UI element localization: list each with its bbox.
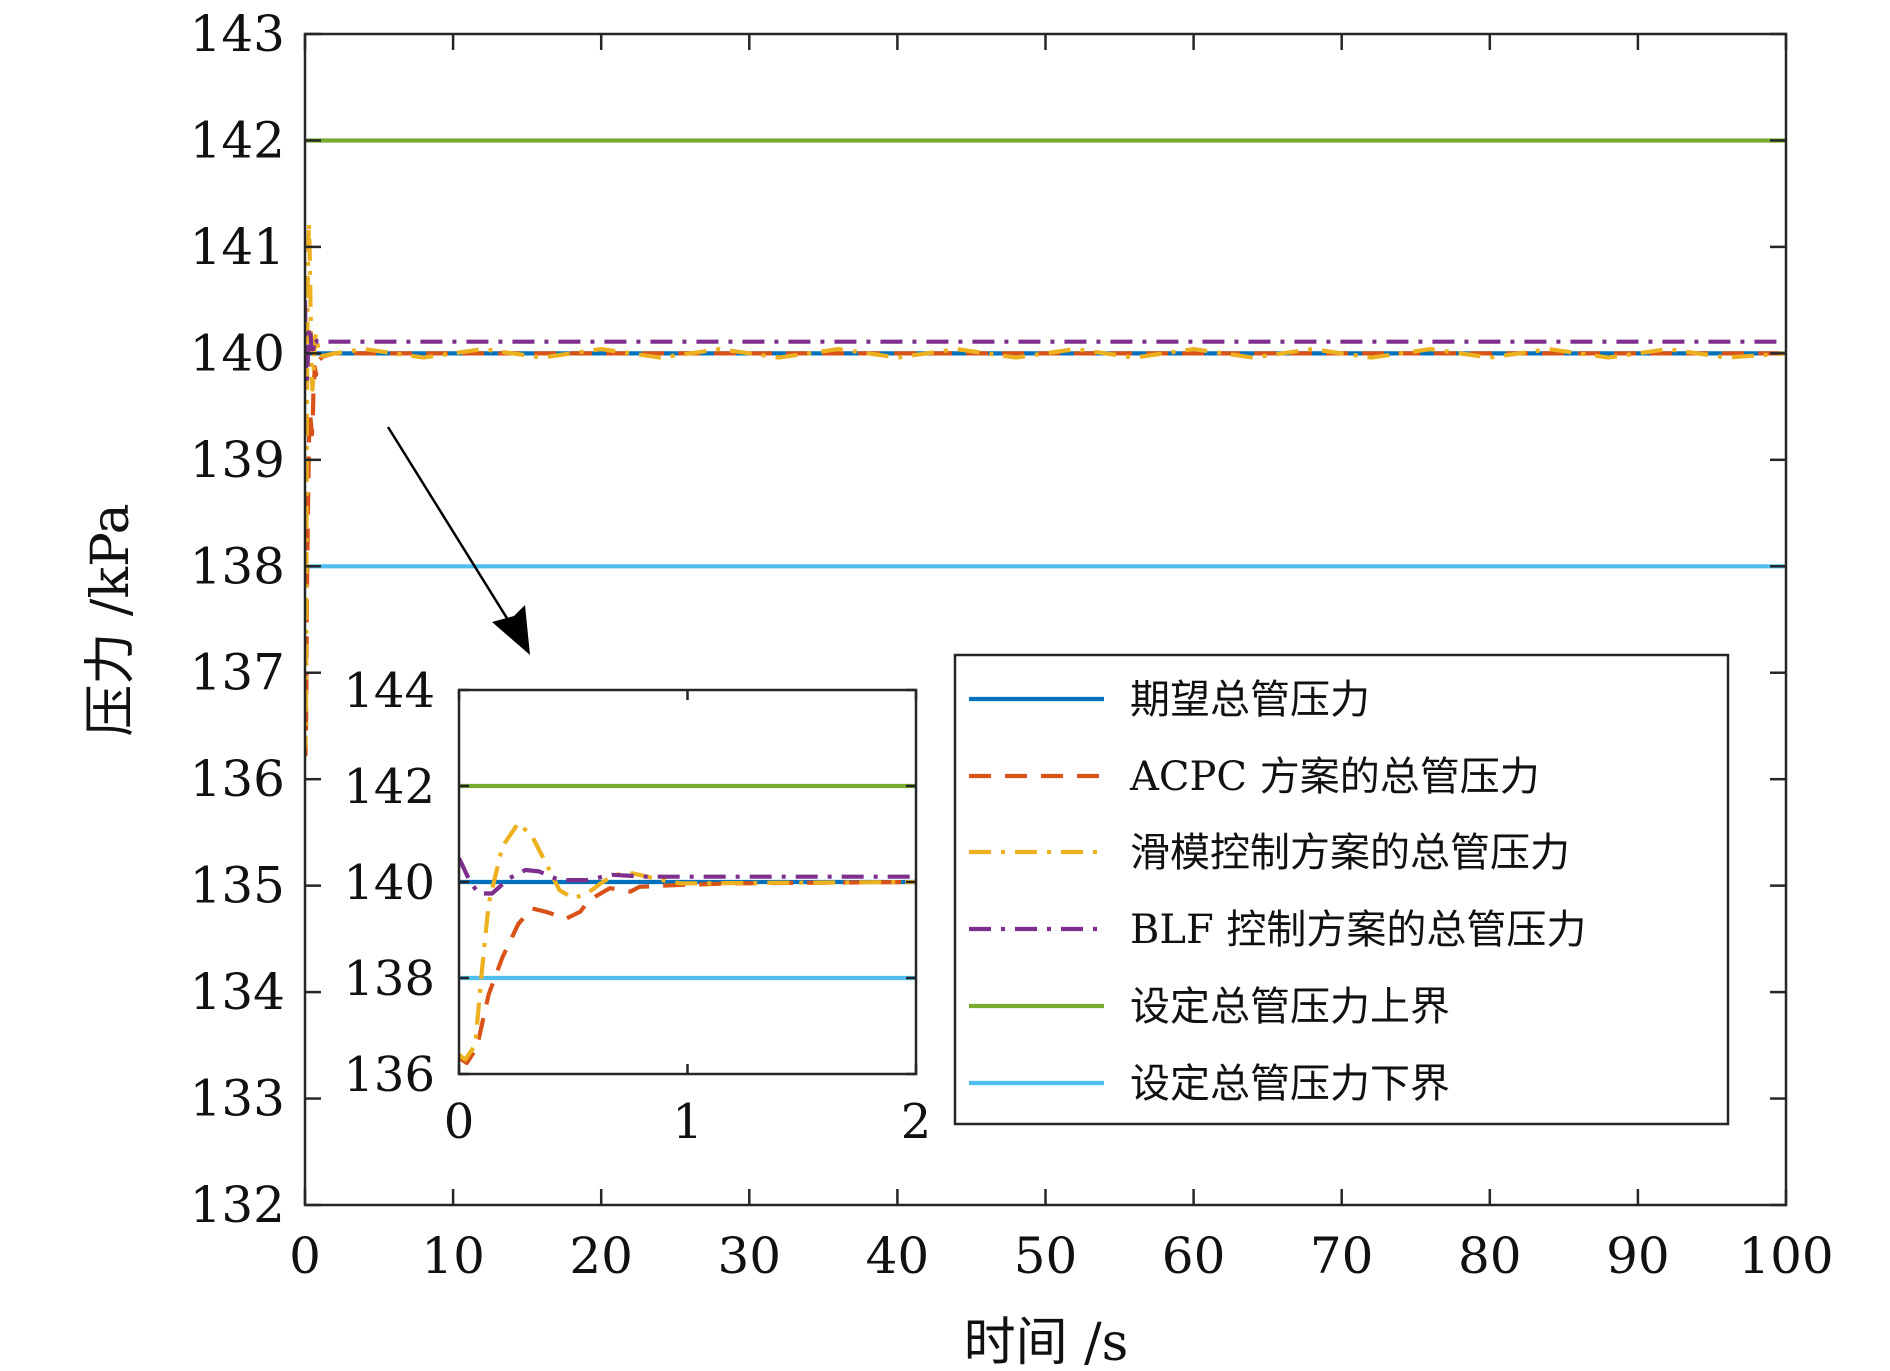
main-y-tick-label: 143 [190, 5, 285, 63]
y-axis-label: 压力 /kPa [81, 503, 141, 736]
inset-x-tick-label: 0 [444, 1094, 475, 1150]
legend-label: BLF 控制方案的总管压力 [1130, 907, 1586, 953]
legend-item: ACPC 方案的总管压力 [969, 754, 1540, 800]
legend-label: ACPC 方案的总管压力 [1129, 754, 1540, 800]
main-y-tick-label: 134 [190, 963, 285, 1021]
main-series-line-3 [305, 300, 1786, 381]
main-y-tick-label: 132 [190, 1176, 285, 1234]
main-y-tick-label: 142 [190, 111, 285, 169]
main-y-tick-label: 140 [190, 324, 285, 382]
main-x-tick-label: 70 [1310, 1227, 1374, 1285]
main-x-tick-label: 0 [289, 1227, 321, 1285]
inset-series-line-1 [459, 879, 916, 1066]
inset-y-tick-label: 140 [343, 855, 435, 911]
inset-x-tick-label: 2 [901, 1094, 932, 1150]
inset-y-tick-label: 144 [343, 663, 435, 719]
main-series-group [305, 138, 1786, 757]
legend-label: 期望总管压力 [1130, 677, 1370, 723]
inset-series-line-3 [459, 857, 916, 896]
legend-box [953, 653, 1730, 1126]
inset-x-tick-label: 1 [672, 1094, 703, 1150]
legend-item: 期望总管压力 [969, 677, 1370, 723]
main-x-tick-label: 100 [1738, 1227, 1833, 1285]
zoom-arrow [386, 426, 530, 655]
legend-item: BLF 控制方案的总管压力 [969, 907, 1586, 953]
legend-label: 滑模控制方案的总管压力 [1130, 830, 1570, 876]
main-series-line-2 [305, 220, 1786, 750]
main-y-tick-label: 141 [190, 218, 285, 276]
inset-plot: 0 1 2 136 138 140 142 144 [343, 663, 932, 1150]
main-x-tick-label: 20 [569, 1227, 633, 1285]
main-x-tick-label: 10 [421, 1227, 485, 1285]
legend-item: 设定总管压力下界 [969, 1061, 1450, 1107]
legend-item: 设定总管压力上界 [969, 984, 1450, 1030]
inset-y-tick-label: 136 [343, 1047, 435, 1103]
inset-series-group [459, 783, 916, 1066]
main-series-line-1 [305, 351, 1786, 757]
main-x-tick-label: 60 [1162, 1227, 1226, 1285]
main-x-tick-label: 30 [717, 1227, 781, 1285]
main-y-tick-label: 136 [190, 750, 285, 808]
legend-item: 滑模控制方案的总管压力 [969, 830, 1570, 876]
main-x-tick-label: 90 [1606, 1227, 1670, 1285]
main-x-tick-label: 50 [1014, 1227, 1078, 1285]
x-axis-label: 时间 /s [964, 1313, 1129, 1371]
inset-y-tick-label: 142 [343, 759, 435, 815]
main-y-tick-label: 138 [190, 537, 285, 595]
main-x-tick-label: 40 [866, 1227, 930, 1285]
main-y-tick-label: 137 [190, 644, 285, 702]
legend-label: 设定总管压力下界 [1130, 1061, 1450, 1107]
legend-label: 设定总管压力上界 [1130, 984, 1450, 1030]
inset-y-tick-label: 138 [343, 951, 435, 1007]
main-y-tick-label: 139 [190, 431, 285, 489]
main-y-tick-label: 135 [190, 857, 285, 915]
main-x-tick-label: 80 [1458, 1227, 1522, 1285]
main-y-tick-label: 133 [190, 1070, 285, 1128]
